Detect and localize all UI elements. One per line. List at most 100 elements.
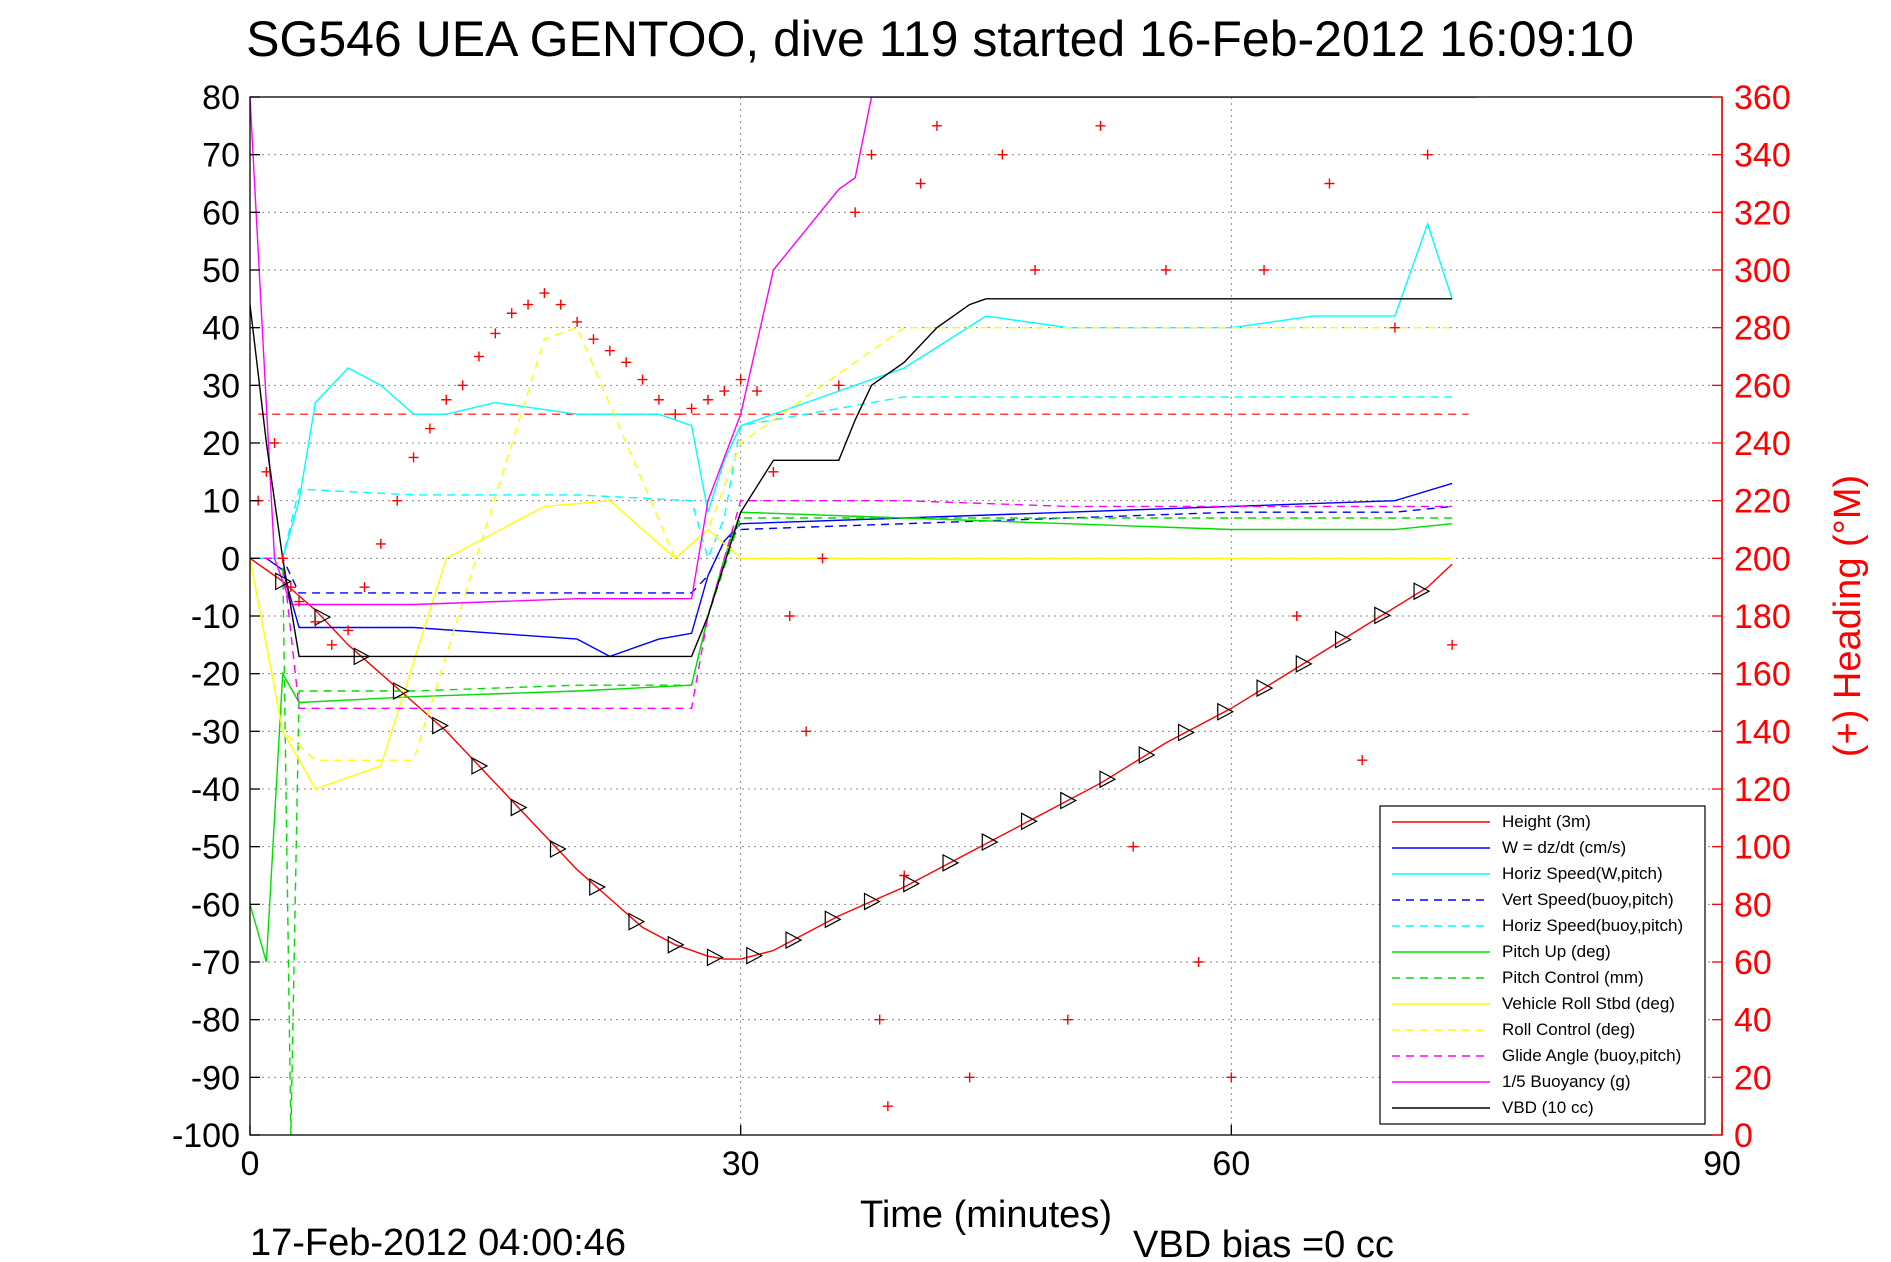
heading-point: [1291, 611, 1302, 621]
heading-point: [408, 452, 419, 463]
grid: [250, 97, 1722, 1135]
legend-label-pitch-control-mm: Pitch Control (mm): [1502, 968, 1644, 987]
heading-point: [866, 149, 877, 160]
dive-marker: [1413, 582, 1431, 601]
series-w-dz-dt-cm-s: [250, 482, 1453, 658]
legend-label-horiz-speed-buoy-pitch: Horiz Speed(buoy,pitch): [1502, 916, 1683, 935]
dive-marker: [1256, 679, 1274, 698]
heading-point: [506, 308, 517, 319]
heading-point: [784, 611, 795, 621]
series-height-3m: [250, 557, 1453, 960]
legend-label-pitch-up-deg: Pitch Up (deg): [1502, 942, 1611, 961]
heading-point: [670, 409, 681, 420]
legend: Height (3m) W = dz/dt (cm/s) Horiz Speed(W…: [1379, 805, 1706, 1125]
heading-point: [1324, 178, 1335, 189]
heading-point: [473, 351, 484, 362]
y2-tick-label: 180: [1734, 598, 1791, 636]
heading-point: [572, 316, 583, 327]
y2-tick-label: 80: [1734, 886, 1772, 924]
y-tick-label: 20: [202, 425, 240, 463]
heading-point: [1357, 755, 1368, 766]
dive-marker: [1138, 745, 1156, 764]
dive-marker: [1217, 702, 1235, 721]
y2-tick-label: 220: [1734, 483, 1791, 521]
legend-label-height-3m: Height (3m): [1502, 812, 1591, 831]
heading-point: [539, 288, 550, 299]
y2-tick-label: 260: [1734, 367, 1791, 405]
series-horiz-speed-w-pitch: [250, 221, 1453, 559]
heading-point: [931, 120, 942, 131]
series-glide-angle-buoy-pitch: [250, 500, 1453, 709]
y-tick-label: 40: [202, 310, 240, 348]
heading-point: [1259, 265, 1270, 275]
y2-tick-label: 60: [1734, 944, 1772, 982]
heading-point: [801, 726, 812, 737]
dive-marker: [981, 833, 999, 852]
series-horiz-speed-buoy-pitch: [250, 396, 1453, 561]
heading-point: [768, 466, 779, 477]
dive-marker: [785, 931, 803, 950]
y-tick-label: -30: [191, 713, 240, 751]
y2-tick-label: 20: [1734, 1059, 1772, 1097]
dive-marker: [1060, 791, 1078, 810]
y-tick-label: -70: [191, 944, 240, 982]
dive-marker: [1374, 606, 1392, 625]
y-tick-label: -50: [191, 829, 240, 867]
legend-label-vehicle-roll-stbd-deg: Vehicle Roll Stbd (deg): [1502, 994, 1675, 1013]
x-tick-label: 60: [1212, 1145, 1250, 1183]
y-tick-label: 0: [221, 540, 240, 578]
dive-marker: [510, 798, 528, 817]
y-tick-label: -20: [191, 656, 240, 694]
y-tick-label: -80: [191, 1002, 240, 1040]
y2-tick-label: 300: [1734, 252, 1791, 290]
heading-point: [1447, 639, 1458, 650]
heading-point: [1160, 265, 1171, 275]
y2-tick-label: 360: [1734, 79, 1791, 117]
y-tick-label: 10: [202, 483, 240, 521]
y-tick-label: -60: [191, 886, 240, 924]
dive-marker: [942, 853, 960, 872]
dive-marker: [1334, 630, 1352, 649]
heading-point: [285, 582, 296, 593]
dive-marker: [353, 647, 371, 666]
heading-point: [850, 207, 861, 218]
y2-tick-label: 0: [1734, 1117, 1753, 1155]
y2-tick-label: 140: [1734, 713, 1791, 751]
heading-point: [621, 357, 632, 368]
dive-marker: [392, 681, 410, 700]
heading-point: [392, 495, 403, 506]
y-tick-label: 50: [202, 252, 240, 290]
heading-point: [1422, 149, 1433, 160]
dive-markers: [275, 572, 1431, 967]
heading-point: [1226, 1072, 1237, 1083]
y-tick-label: 30: [202, 367, 240, 405]
dive-marker: [1020, 812, 1038, 831]
y-tick-label: -40: [191, 771, 240, 809]
y2-tick-label: 160: [1734, 656, 1791, 694]
y-tick-label: 80: [202, 79, 240, 117]
dive-marker: [706, 948, 724, 967]
heading-point: [915, 178, 926, 189]
heading-point: [490, 328, 501, 339]
heading-point: [424, 423, 435, 434]
footer-timestamp: 17-Feb-2012 04:00:46: [250, 1222, 626, 1262]
heading-point: [702, 394, 713, 405]
y-axis-ticks: 80 70 60 50 40 30 20 10 0 -10 -20 -30 -40 -50 -60 -70 -8…: [172, 79, 260, 1155]
y2-tick-label: 120: [1734, 771, 1791, 809]
dive-marker: [628, 912, 646, 931]
heading-point: [882, 1101, 893, 1112]
y2-tick-label: 40: [1734, 1002, 1772, 1040]
heading-point: [1128, 841, 1139, 852]
legend-label-roll-control-deg: Roll Control (deg): [1502, 1020, 1635, 1039]
x-axis-label: Time (minutes): [860, 1194, 1112, 1236]
y2-tick-label: 320: [1734, 194, 1791, 232]
series-vert-speed-buoy-pitch: [250, 505, 1453, 594]
dive-marker: [589, 878, 607, 897]
heading-point: [899, 870, 910, 881]
series-pitch-up-deg: [250, 511, 1453, 963]
heading-point: [1030, 265, 1041, 275]
series-vehicle-roll-stbd-deg: [250, 499, 1453, 790]
y-tick-label: -100: [172, 1117, 240, 1155]
y-tick-label: -90: [191, 1059, 240, 1097]
dive-marker: [471, 756, 489, 775]
